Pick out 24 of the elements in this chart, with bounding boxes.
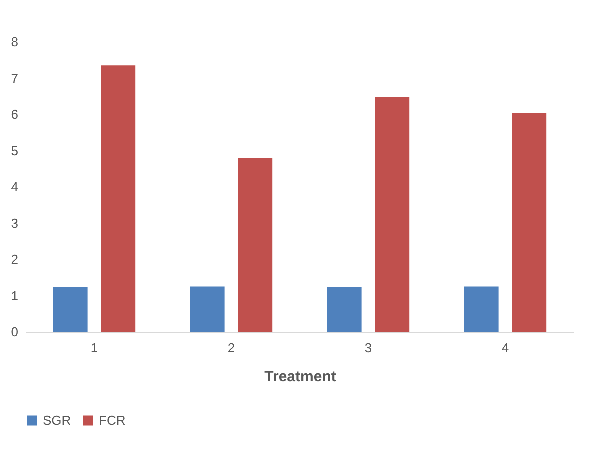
y-tick-label: 0 (11, 324, 18, 340)
y-tick-label: 4 (11, 180, 18, 194)
bar (375, 97, 410, 332)
y-tick-label: 6 (11, 107, 18, 122)
x-tick-label: 3 (364, 340, 372, 356)
bar (327, 287, 362, 332)
legend-label: FCR (99, 412, 126, 428)
bar (464, 286, 499, 332)
bar (190, 286, 225, 332)
x-tick-label: 2 (228, 340, 236, 356)
legend-label: SGR (43, 412, 72, 428)
bar (101, 66, 136, 332)
x-tick-label: 4 (502, 340, 510, 356)
x-axis-title: Treatment (264, 368, 336, 386)
bar (53, 287, 88, 332)
y-tick-label: 3 (11, 216, 18, 231)
y-tick-label: 7 (11, 70, 18, 86)
y-tick-label: 2 (11, 252, 18, 267)
y-tick-label: 8 (11, 34, 18, 50)
y-tick-label: 1 (11, 288, 18, 304)
y-tick-label: 5 (11, 143, 18, 158)
x-tick-label: 1 (90, 340, 98, 356)
bar (238, 158, 273, 332)
bar (512, 113, 547, 332)
